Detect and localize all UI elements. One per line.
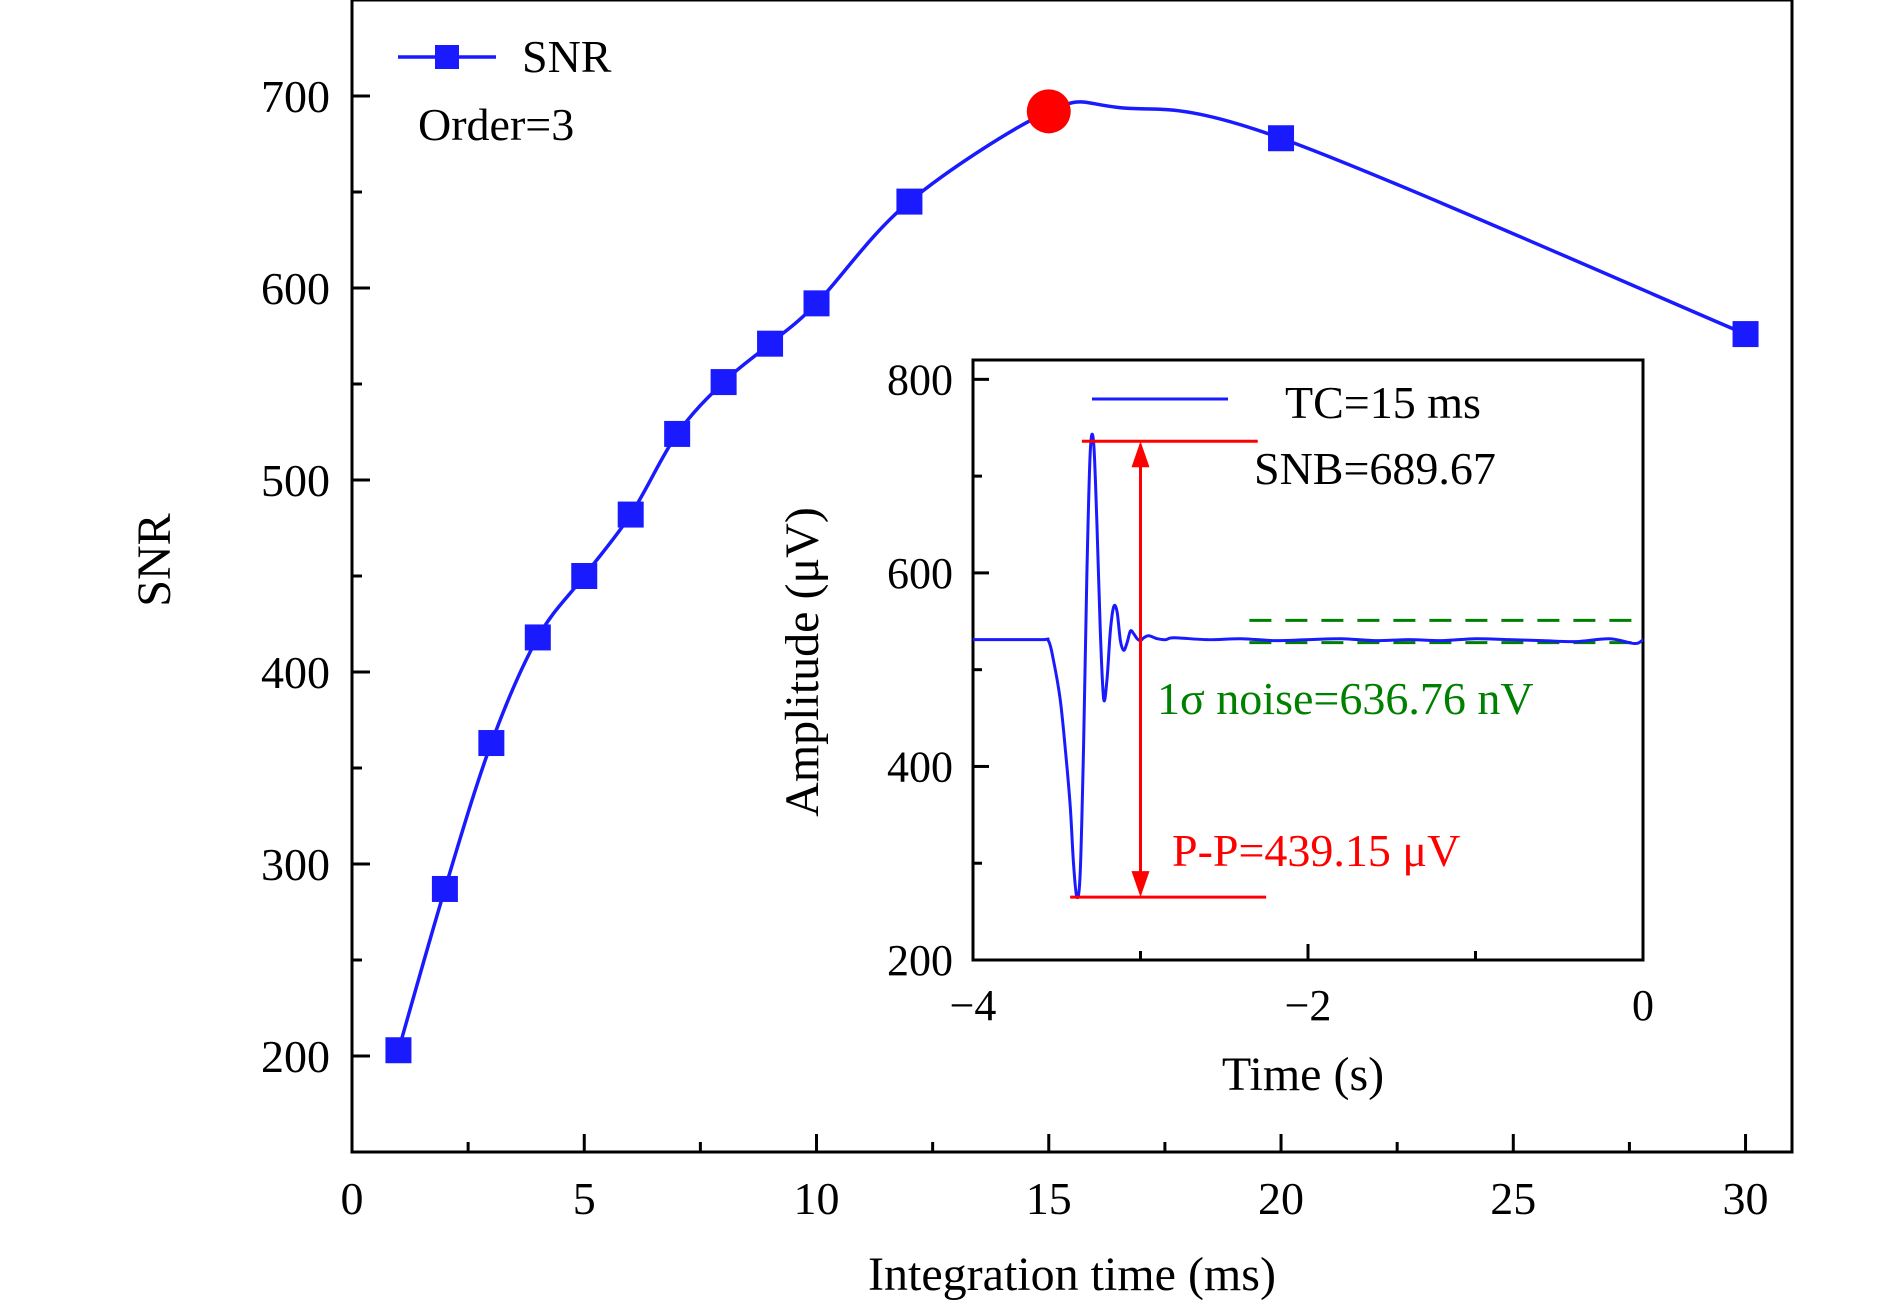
snr-data-point xyxy=(478,730,505,757)
inset-x-tick-labels: −4 −2 0 xyxy=(950,981,1654,1030)
snr-data-point xyxy=(803,290,830,317)
x-tick-label: 30 xyxy=(1723,1173,1769,1224)
inset-y-tick-label: 200 xyxy=(887,936,953,985)
snr-data-point xyxy=(617,501,644,528)
snr-data-point xyxy=(431,875,458,902)
inset-y-axis-title: Amplitude (μV) xyxy=(776,507,829,817)
snr-data-point xyxy=(524,624,551,651)
inset-x-axis-title: Time (s) xyxy=(1222,1048,1384,1101)
x-tick-label: 0 xyxy=(341,1173,364,1224)
inset-y-tick-label: 800 xyxy=(887,355,953,404)
main-y-tick-labels: 200 300 400 500 600 700 xyxy=(261,71,330,1082)
peak-to-peak-annotation: P-P=439.15 μV xyxy=(1070,439,1460,899)
inset-chart: −4 −2 0 200 400 600 800 P-P=439.15 μV 1σ nois… xyxy=(776,355,1654,1101)
pp-arrow-head-up xyxy=(1131,441,1150,468)
snr-data-point xyxy=(896,188,923,215)
legend-series-label: SNR xyxy=(522,31,612,82)
inset-legend-label: TC=15 ms xyxy=(1285,377,1481,428)
main-x-axis-title: Integration time (ms) xyxy=(868,1248,1276,1301)
main-y-axis-title: SNR xyxy=(128,513,181,606)
snr-data-point xyxy=(1732,321,1759,348)
x-tick-label: 25 xyxy=(1490,1173,1536,1224)
snr-data-point xyxy=(664,420,691,447)
noise-label: 1σ noise=636.76 nV xyxy=(1157,673,1534,724)
snr-data-point xyxy=(1268,125,1295,152)
snr-data-point xyxy=(571,563,598,589)
inset-y-tick-labels: 200 400 600 800 xyxy=(887,355,953,985)
y-tick-label: 600 xyxy=(261,263,330,314)
inset-snb-note: SNB=689.67 xyxy=(1254,443,1496,494)
x-tick-label: 20 xyxy=(1258,1173,1304,1224)
main-axis-ticks xyxy=(350,0,1748,1154)
pp-label: P-P=439.15 μV xyxy=(1172,825,1460,876)
inset-legend: TC=15 ms SNB=689.67 xyxy=(1092,377,1496,494)
inset-x-tick-label: 0 xyxy=(1632,981,1654,1030)
pp-arrow-head-down xyxy=(1131,871,1150,898)
y-tick-label: 200 xyxy=(261,1031,330,1082)
snr-optimum-point xyxy=(1026,89,1071,134)
snr-data-point xyxy=(385,1037,412,1064)
inset-axis-ticks xyxy=(971,377,1645,962)
snr-data-point xyxy=(710,369,737,396)
y-tick-label: 700 xyxy=(261,71,330,122)
legend-order-note: Order=3 xyxy=(418,99,574,150)
snr-data-point xyxy=(757,330,784,357)
main-legend: SNR Order=3 xyxy=(398,31,612,150)
legend-marker-swatch xyxy=(435,45,459,69)
inset-x-tick-label: −2 xyxy=(1285,981,1332,1030)
inset-y-tick-label: 600 xyxy=(887,549,953,598)
main-x-tick-labels: 0 5 10 15 20 25 30 xyxy=(341,1173,1769,1224)
y-tick-label: 300 xyxy=(261,839,330,890)
x-tick-label: 10 xyxy=(794,1173,840,1224)
snr-series-markers xyxy=(385,125,1759,1064)
x-tick-label: 5 xyxy=(573,1173,596,1224)
main-chart: 0 5 10 15 20 25 30 200 300 400 500 600 700 Integrat… xyxy=(128,0,1794,1301)
y-tick-label: 500 xyxy=(261,455,330,506)
inset-x-tick-label: −4 xyxy=(950,981,997,1030)
y-tick-label: 400 xyxy=(261,647,330,698)
x-tick-label: 15 xyxy=(1026,1173,1072,1224)
inset-y-tick-label: 400 xyxy=(887,742,953,791)
